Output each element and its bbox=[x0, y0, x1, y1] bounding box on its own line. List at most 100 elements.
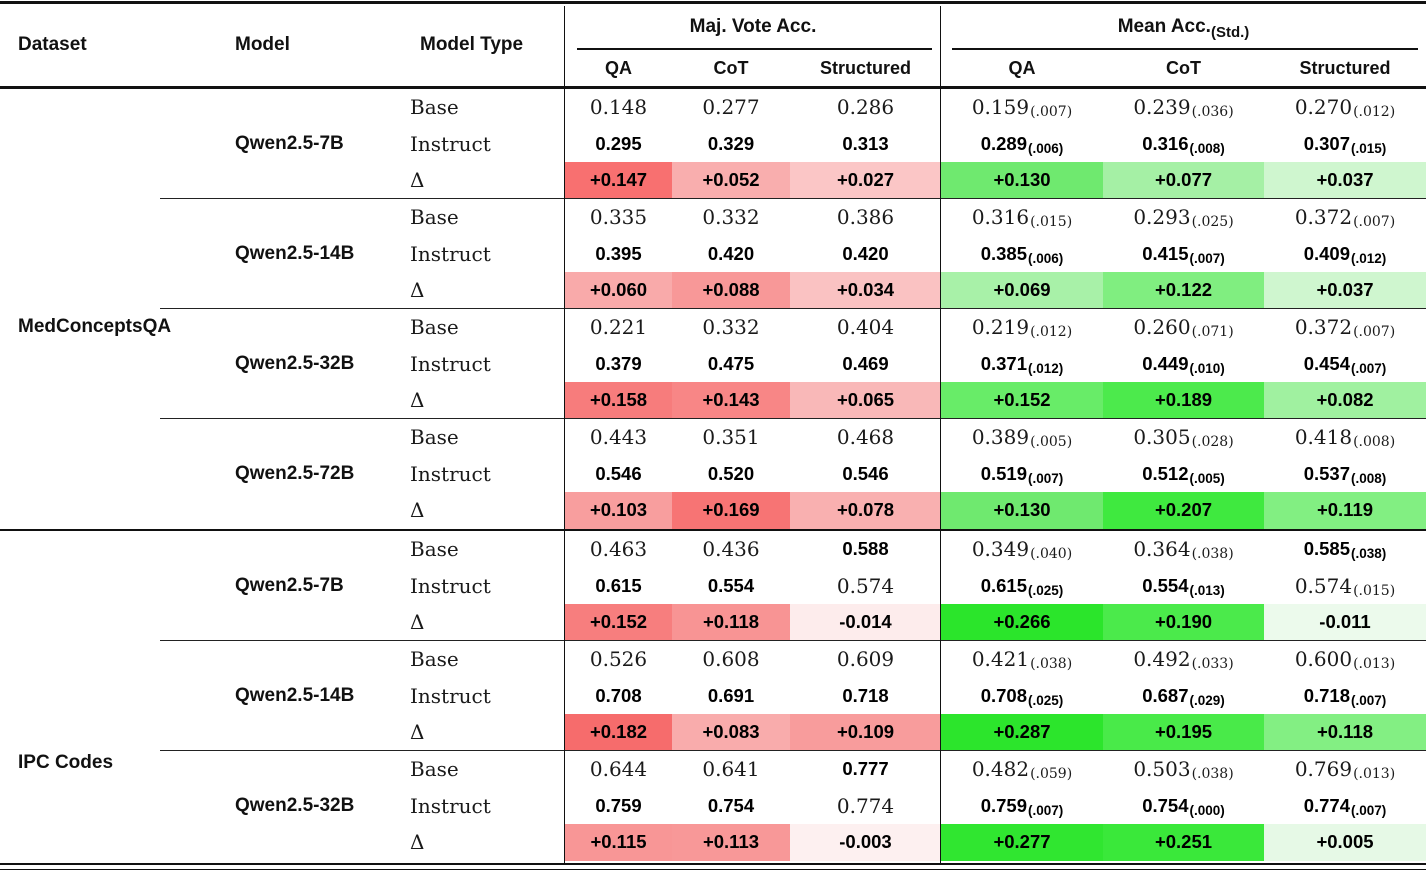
column-separator-left bbox=[564, 6, 566, 864]
delta-row: Δ +0.103 +0.169 +0.078 +0.130 +0.207 +0.119 bbox=[0, 491, 1426, 529]
std-value: (.007) bbox=[1353, 213, 1396, 230]
metric-value: +0.130 bbox=[993, 499, 1051, 521]
metric-value: 0.316 bbox=[1142, 132, 1189, 154]
metric-value: +0.195 bbox=[1154, 721, 1213, 743]
std-value: (.005) bbox=[1189, 471, 1225, 487]
delta-cell: +0.065 bbox=[790, 381, 941, 419]
metric-value: 0.754 bbox=[1142, 794, 1189, 816]
delta-cell: +0.082 bbox=[1264, 381, 1426, 419]
metric-value: 0.526 bbox=[589, 646, 648, 671]
metric-cell: 0.554 (.013) bbox=[1103, 567, 1264, 604]
metric-cell: 0.644 bbox=[565, 751, 672, 788]
metric-cell: 0.615 bbox=[565, 567, 672, 604]
metric-cell: 0.286 bbox=[790, 89, 941, 126]
row-spacer bbox=[0, 162, 410, 199]
metric-value: +0.082 bbox=[1316, 389, 1374, 411]
delta-row: Δ +0.115 +0.113 -0.003 +0.277 +0.251 +0.005 bbox=[0, 823, 1426, 861]
metric-value: +0.190 bbox=[1154, 611, 1213, 633]
metric-value: 0.418 bbox=[1294, 424, 1353, 449]
std-value: (.025) bbox=[1028, 693, 1064, 709]
std-value: (.071) bbox=[1191, 323, 1234, 340]
metric-cell: 0.526 bbox=[565, 641, 672, 678]
std-value: (.008) bbox=[1351, 471, 1387, 487]
metric-value: 0.754 bbox=[707, 794, 755, 816]
group-header-maj-vote-acc: Maj. Vote Acc. bbox=[689, 16, 817, 37]
delta-cell: +0.143 bbox=[672, 381, 790, 419]
metric-value: +0.060 bbox=[589, 279, 648, 301]
model-type-label: Δ bbox=[410, 278, 425, 303]
metric-cell: 0.512 (.005) bbox=[1103, 455, 1264, 492]
metric-cell: 0.687 (.029) bbox=[1103, 677, 1264, 714]
subcol-header-maj-qa: QA bbox=[605, 57, 632, 78]
metric-value: 0.492 bbox=[1133, 646, 1191, 671]
metric-cell: 0.475 bbox=[672, 345, 790, 382]
metric-value: 0.316 bbox=[971, 204, 1030, 229]
row-spacer bbox=[0, 567, 410, 604]
metric-cell: 0.332 bbox=[672, 309, 790, 346]
dataset-section: MedConceptsQA Qwen2.5-7B Base 0.148 0.277 0.2… bbox=[0, 89, 1426, 529]
metric-value: 0.289 bbox=[980, 132, 1027, 154]
metric-value: 0.482 bbox=[971, 756, 1030, 781]
metric-cell: 0.546 bbox=[790, 455, 941, 492]
delta-cell: +0.113 bbox=[672, 823, 790, 861]
std-value: (.007) bbox=[1189, 251, 1225, 267]
metric-value: 0.759 bbox=[595, 794, 642, 816]
metric-cell: 0.418 (.008) bbox=[1264, 419, 1426, 456]
std-value: (.015) bbox=[1351, 141, 1387, 157]
metric-value: 0.372 bbox=[1294, 314, 1353, 339]
metric-value: 0.503 bbox=[1133, 756, 1191, 781]
metric-value: +0.277 bbox=[993, 831, 1051, 853]
metric-cell: 0.415 (.007) bbox=[1103, 235, 1264, 272]
metric-value: 0.574 bbox=[836, 573, 895, 598]
metric-cell: 0.503 (.038) bbox=[1103, 751, 1264, 788]
model-group: Qwen2.5-7B Base 0.463 0.436 0.588 0.349 (.040)… bbox=[0, 531, 1426, 642]
metric-value: 0.385 bbox=[980, 242, 1027, 264]
metric-cell: 0.574 (.015) bbox=[1264, 567, 1426, 604]
metric-value: +0.169 bbox=[702, 499, 760, 521]
delta-cell: +0.277 bbox=[941, 823, 1103, 861]
metric-value: 0.332 bbox=[702, 204, 760, 229]
delta-cell: +0.147 bbox=[565, 161, 672, 199]
std-value: (.025) bbox=[1191, 213, 1234, 230]
metric-cell: 0.449 (.010) bbox=[1103, 345, 1264, 382]
model-type-label: Instruct bbox=[410, 793, 491, 818]
std-value: (.040) bbox=[1030, 545, 1073, 562]
metric-value: 0.585 bbox=[1303, 537, 1350, 559]
group-header-mean-acc: Mean Acc. (Std.) bbox=[941, 10, 1426, 44]
delta-cell: +0.034 bbox=[790, 271, 941, 309]
metric-value: 0.574 bbox=[1294, 573, 1353, 598]
model-group: Qwen2.5-7B Base 0.148 0.277 0.286 0.159 (.007)… bbox=[0, 89, 1426, 200]
delta-cell: +0.195 bbox=[1103, 713, 1264, 751]
metric-value: 0.600 bbox=[1294, 646, 1353, 671]
metric-value: +0.069 bbox=[993, 279, 1051, 301]
std-value: (.008) bbox=[1189, 141, 1225, 157]
metric-cell: 0.468 bbox=[790, 419, 941, 456]
delta-cell: +0.077 bbox=[1103, 161, 1264, 199]
metric-cell: 0.159 (.007) bbox=[941, 89, 1103, 126]
metric-cell: 0.774 (.007) bbox=[1264, 787, 1426, 824]
model-group: Qwen2.5-72B Base 0.443 0.351 0.468 0.389 (.005… bbox=[0, 419, 1426, 529]
delta-cell: +0.169 bbox=[672, 491, 790, 529]
metric-value: -0.014 bbox=[839, 611, 892, 633]
delta-cell: +0.088 bbox=[672, 271, 790, 309]
metric-cell: 0.379 bbox=[565, 345, 672, 382]
metric-value: 0.609 bbox=[836, 646, 895, 671]
metric-value: 0.644 bbox=[589, 756, 648, 781]
mean-group-underline bbox=[952, 48, 1418, 50]
metric-cell: 0.364 (.038) bbox=[1103, 531, 1264, 568]
metric-cell: 0.574 bbox=[790, 567, 941, 604]
metric-value: 0.351 bbox=[702, 424, 760, 449]
metric-value: 0.415 bbox=[1142, 242, 1189, 264]
delta-cell: +0.130 bbox=[941, 491, 1103, 529]
metric-value: +0.130 bbox=[993, 169, 1051, 191]
delta-row: Δ +0.147 +0.052 +0.027 +0.130 +0.077 +0.037 bbox=[0, 161, 1426, 199]
std-value: (.007) bbox=[1353, 323, 1396, 340]
metric-value: 0.221 bbox=[589, 314, 648, 339]
metric-cell: 0.371 (.012) bbox=[941, 345, 1103, 382]
metric-cell: 0.349 (.040) bbox=[941, 531, 1103, 568]
metric-value: +0.147 bbox=[589, 169, 648, 191]
metric-cell: 0.774 bbox=[790, 787, 941, 824]
metric-value: +0.118 bbox=[1316, 721, 1374, 743]
row-spacer bbox=[0, 824, 410, 861]
metric-value: 0.372 bbox=[1294, 204, 1353, 229]
